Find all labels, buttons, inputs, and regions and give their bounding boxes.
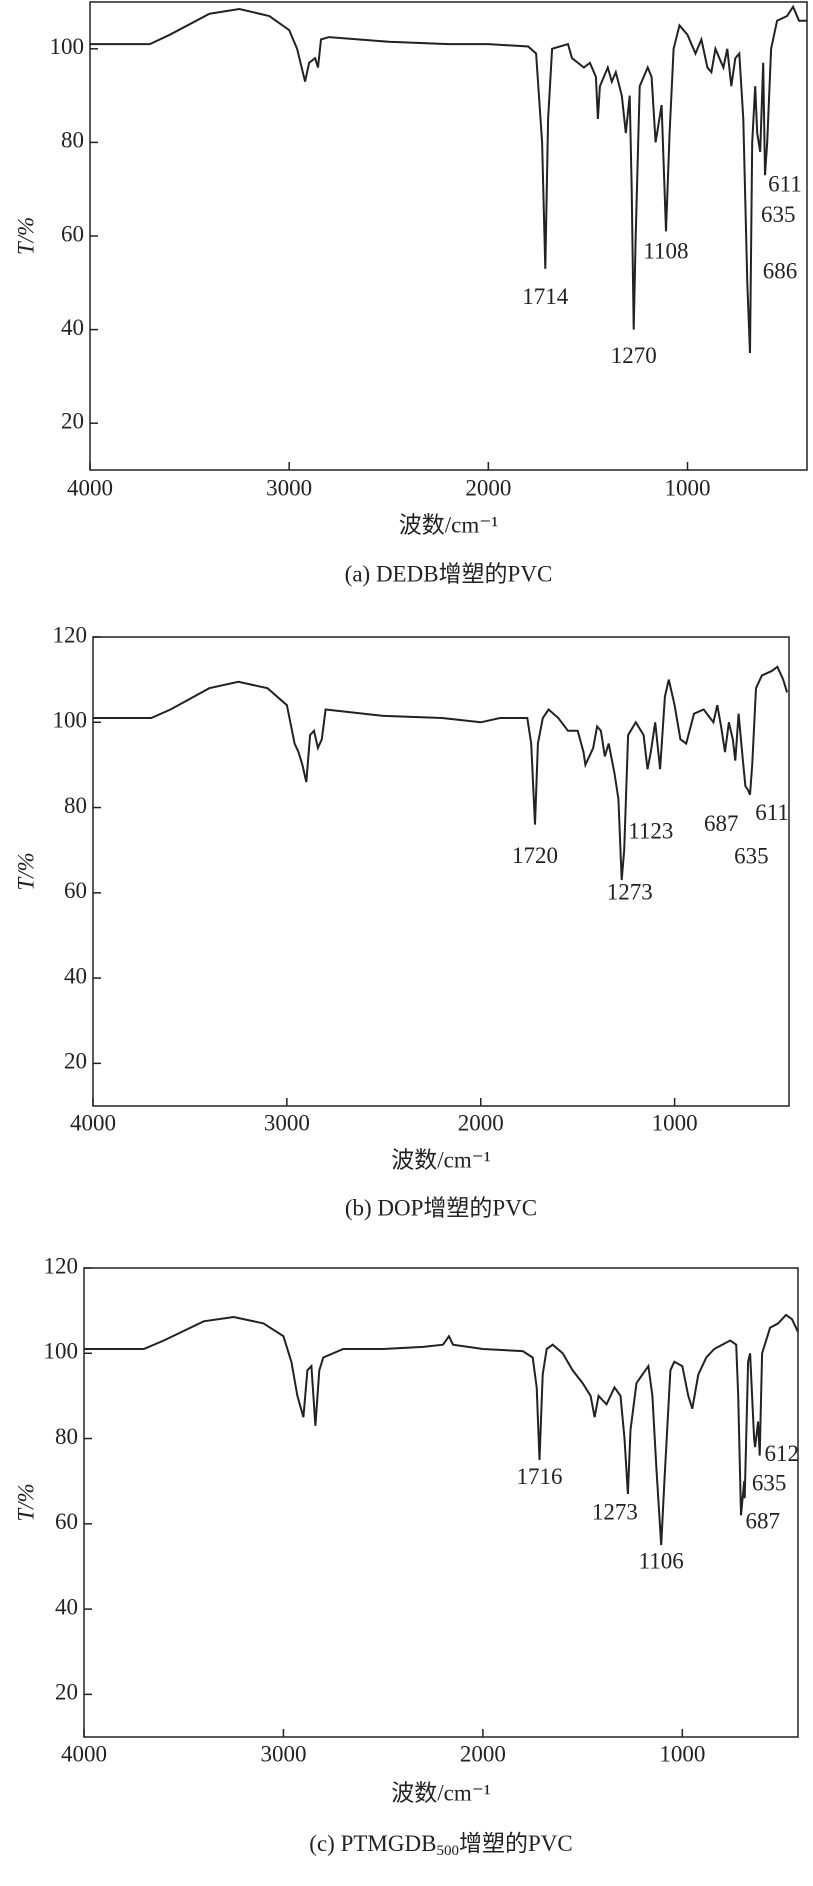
y-tick-label: 120 bbox=[44, 1253, 79, 1278]
peak-label: 686 bbox=[763, 258, 798, 283]
plot-frame bbox=[89, 1, 808, 471]
peak-label: 1108 bbox=[643, 239, 688, 264]
caption-part: 500 bbox=[436, 1843, 459, 1859]
caption: (c) PTMGDB500增塑的PVC bbox=[309, 1831, 572, 1859]
y-tick-label: 80 bbox=[64, 793, 87, 818]
peak-label: 1273 bbox=[592, 1499, 638, 1524]
peak-label: 611 bbox=[755, 800, 789, 825]
peak-label: 1106 bbox=[639, 1548, 684, 1573]
x-tick-label: 4000 bbox=[61, 1741, 107, 1766]
x-tick-label: 3000 bbox=[266, 475, 312, 500]
peak-label: 635 bbox=[761, 202, 796, 227]
y-tick-label: 60 bbox=[61, 221, 84, 246]
y-tick-label: 100 bbox=[50, 34, 85, 59]
x-axis-label: 波数/cm⁻¹ bbox=[391, 1780, 491, 1805]
x-tick-label: 1000 bbox=[652, 1110, 698, 1135]
spectrum-line bbox=[84, 1313, 799, 1546]
x-axis-label: 波数/cm⁻¹ bbox=[391, 1147, 491, 1172]
y-tick-label: 100 bbox=[53, 708, 88, 733]
peak-label: 687 bbox=[704, 811, 739, 836]
caption-part: (c) PTMGDB bbox=[309, 1831, 436, 1856]
caption-part: 增塑的PVC bbox=[459, 1831, 573, 1856]
spectrum-line bbox=[90, 4, 807, 354]
caption: (b) DOP增塑的PVC bbox=[345, 1195, 537, 1220]
peak-label: 1716 bbox=[517, 1464, 563, 1489]
peak-label: 1714 bbox=[522, 284, 569, 309]
y-tick-label: 40 bbox=[55, 1594, 78, 1619]
y-tick-label: 80 bbox=[55, 1424, 78, 1449]
x-tick-label: 2000 bbox=[465, 475, 511, 500]
y-axis-label: T/% bbox=[13, 1483, 38, 1521]
y-tick-label: 120 bbox=[53, 622, 88, 647]
x-tick-label: 2000 bbox=[460, 1741, 506, 1766]
x-tick-label: 2000 bbox=[458, 1110, 504, 1135]
peak-label: 635 bbox=[752, 1470, 787, 1495]
y-axis-label: T/% bbox=[13, 852, 38, 890]
y-tick-label: 40 bbox=[61, 315, 84, 340]
y-tick-label: 60 bbox=[64, 878, 87, 903]
peak-label: 1270 bbox=[611, 343, 657, 368]
peak-label: 611 bbox=[768, 171, 802, 196]
x-tick-label: 1000 bbox=[659, 1741, 705, 1766]
spectrum-line bbox=[93, 665, 789, 881]
x-tick-label: 4000 bbox=[67, 475, 113, 500]
x-axis-label: 波数/cm⁻¹ bbox=[399, 512, 499, 537]
peak-label: 687 bbox=[745, 1509, 780, 1534]
x-tick-label: 3000 bbox=[264, 1110, 310, 1135]
y-tick-label: 20 bbox=[64, 1049, 87, 1074]
peak-label: 635 bbox=[734, 844, 769, 869]
y-tick-label: 100 bbox=[44, 1339, 79, 1364]
y-tick-label: 40 bbox=[64, 963, 87, 988]
y-tick-label: 20 bbox=[61, 408, 84, 433]
y-tick-label: 60 bbox=[55, 1509, 78, 1534]
peak-label: 1720 bbox=[512, 843, 558, 868]
peak-label: 612 bbox=[764, 1441, 799, 1466]
plot-frame bbox=[92, 636, 790, 1107]
peak-label: 1273 bbox=[607, 879, 653, 904]
peak-label: 1123 bbox=[628, 818, 673, 843]
x-tick-label: 4000 bbox=[70, 1110, 116, 1135]
y-tick-label: 20 bbox=[55, 1680, 78, 1705]
y-tick-label: 80 bbox=[61, 128, 84, 153]
x-tick-label: 1000 bbox=[665, 475, 711, 500]
x-tick-label: 3000 bbox=[260, 1741, 306, 1766]
plot-frame bbox=[83, 1267, 799, 1738]
caption: (a) DEDB增塑的PVC bbox=[345, 561, 553, 586]
y-axis-label: T/% bbox=[13, 217, 38, 255]
